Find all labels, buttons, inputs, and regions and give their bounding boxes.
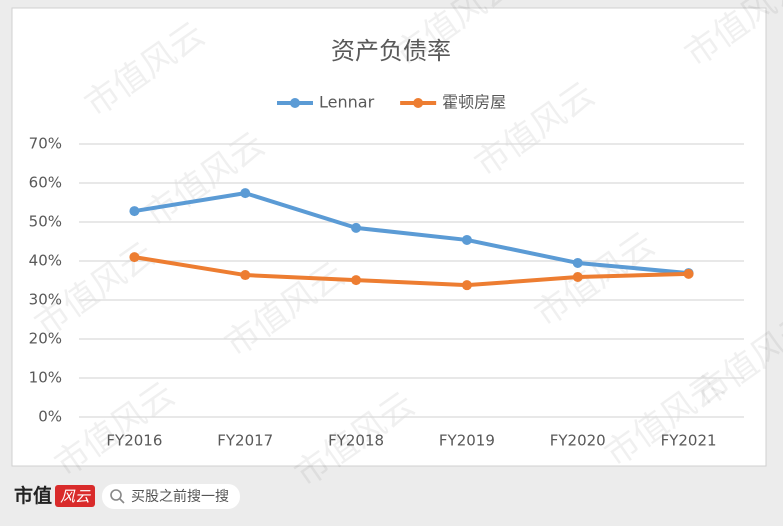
x-tick-label: FY2018 [328, 432, 384, 450]
series-line [134, 191, 689, 276]
point [351, 275, 362, 286]
y-tick-label: 0% [38, 408, 62, 426]
logo-badge [55, 485, 95, 507]
legend-label: Lennar [319, 93, 375, 112]
point [351, 222, 362, 233]
search-box[interactable] [102, 484, 240, 509]
y-tick-label: 10% [29, 369, 62, 387]
y-tick-label: 70% [29, 135, 62, 153]
legend-marker [290, 98, 300, 108]
y-tick-label: 40% [29, 252, 62, 270]
chart-frame [11, 7, 767, 467]
x-tick-label: FY2020 [550, 432, 606, 450]
x-tick-label: FY2021 [661, 432, 717, 450]
point [683, 268, 694, 279]
logo: 市值 [14, 484, 52, 507]
search-icon [110, 489, 122, 501]
x-tick-label: FY2017 [217, 432, 273, 450]
logo-mark: 风云 [60, 488, 91, 506]
legend-label: 霍顿房屋 [442, 93, 506, 112]
point [240, 270, 251, 281]
legend-marker [413, 98, 424, 108]
legend: Lennar 霍顿房屋 [277, 93, 506, 112]
search-icon-handle [119, 498, 125, 504]
point [461, 280, 472, 291]
y-tick-label: 20% [29, 330, 62, 348]
chart-title: 资产负债率 [331, 37, 451, 65]
point [572, 271, 583, 282]
point [461, 234, 472, 245]
search-placeholder: 买股之前搜一搜 [131, 488, 229, 505]
x-tick-label: FY2019 [439, 432, 495, 450]
series-line [134, 255, 689, 288]
point [129, 206, 140, 217]
point [572, 257, 583, 268]
point [129, 252, 140, 263]
point [240, 188, 251, 199]
y-tick-label: 30% [29, 291, 62, 309]
y-tick-label: 50% [29, 213, 62, 231]
y-tick-label: 60% [29, 174, 62, 192]
x-tick-label: FY2016 [106, 432, 162, 450]
